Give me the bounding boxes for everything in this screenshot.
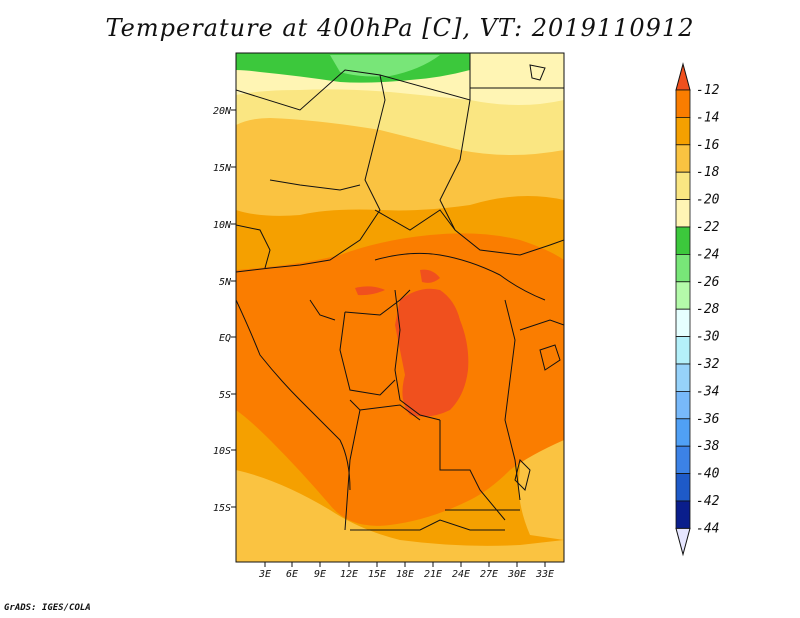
lat-label: 5N	[219, 277, 232, 288]
legend-label: -20	[696, 193, 720, 208]
lon-label: 12E	[340, 569, 358, 580]
legend-label: -30	[696, 330, 720, 345]
lon-label: 3E	[258, 569, 271, 580]
legend-label: -34	[696, 384, 719, 399]
legend-label: -16	[696, 138, 720, 153]
legend-label: -32	[696, 357, 720, 372]
map-title: Temperature at 400hPa [C], VT: 201911091…	[105, 14, 695, 42]
lon-label: 33E	[535, 569, 554, 580]
band-minus26-top	[330, 55, 440, 77]
legend-label: -14	[696, 110, 719, 125]
lat-axis: 20N 15N 10N 5N EQ 5S 10S 15S	[213, 106, 232, 514]
band-minus12-spot2	[355, 286, 385, 296]
legend-swatch	[675, 281, 691, 310]
band-minus12-spot	[420, 269, 440, 283]
legend-label: -42	[696, 494, 720, 509]
legend-swatch	[675, 144, 691, 173]
legend-swatch	[675, 418, 691, 447]
legend-label: -26	[696, 275, 720, 290]
lon-label: 24E	[452, 569, 470, 580]
legend-label: -36	[696, 412, 720, 427]
legend-swatch	[675, 117, 691, 146]
lon-label: 18E	[396, 569, 414, 580]
color-legend: -12 -14 -16 -18 -20 -22 -24 -26 -28 -30 -32 -34 -36 -…	[675, 62, 720, 557]
lon-label: 27E	[480, 569, 498, 580]
lon-label: 9E	[314, 569, 326, 580]
lon-label: 6E	[286, 569, 298, 580]
lon-axis: 3E 6E 9E 12E 15E 18E 21E 24E 27E 30E 33E	[258, 569, 554, 580]
lon-label: 21E	[424, 569, 442, 580]
band-minus14-core	[236, 233, 564, 526]
legend-label: -40	[696, 467, 720, 482]
lat-label: 10S	[213, 446, 231, 457]
legend-swatch	[675, 390, 691, 420]
lat-label: 15N	[213, 163, 232, 174]
lon-label: 30E	[507, 569, 526, 580]
legend-swatch	[675, 89, 691, 118]
band-minus12-core	[395, 288, 469, 417]
legend-label: -12	[696, 83, 720, 98]
band-minus18-southwest	[236, 470, 564, 562]
legend-swatch	[675, 199, 691, 228]
temperature-field	[236, 53, 564, 562]
legend-arrow-bottom	[675, 527, 691, 557]
country-borders	[236, 53, 564, 531]
map-frame	[235, 52, 565, 563]
lat-label: EQ	[219, 333, 231, 344]
legend-swatch	[675, 473, 691, 502]
lon-label: 15E	[368, 569, 386, 580]
legend-label: -18	[696, 165, 720, 180]
legend-swatch	[675, 445, 691, 475]
legend-swatch	[675, 171, 691, 200]
legend-label: -38	[696, 439, 720, 454]
legend-swatch	[675, 226, 691, 255]
legend-label: -44	[696, 521, 719, 536]
lat-label: 5S	[219, 390, 231, 401]
legend-arrow-top	[675, 62, 691, 91]
lat-label: 15S	[213, 503, 231, 514]
legend-label: -28	[696, 302, 720, 317]
lat-label: 20N	[213, 106, 232, 117]
lat-label: 10N	[213, 220, 232, 231]
legend-swatch	[675, 363, 691, 392]
legend-swatch	[675, 500, 691, 529]
legend-swatch	[675, 308, 691, 338]
legend-label: -24	[696, 247, 719, 262]
frame-ticks	[231, 109, 546, 567]
grads-credit: GrADS: IGES/COLA	[4, 603, 91, 613]
legend-swatch	[675, 253, 691, 283]
legend-swatch	[675, 336, 691, 365]
legend-label: -22	[696, 220, 720, 235]
